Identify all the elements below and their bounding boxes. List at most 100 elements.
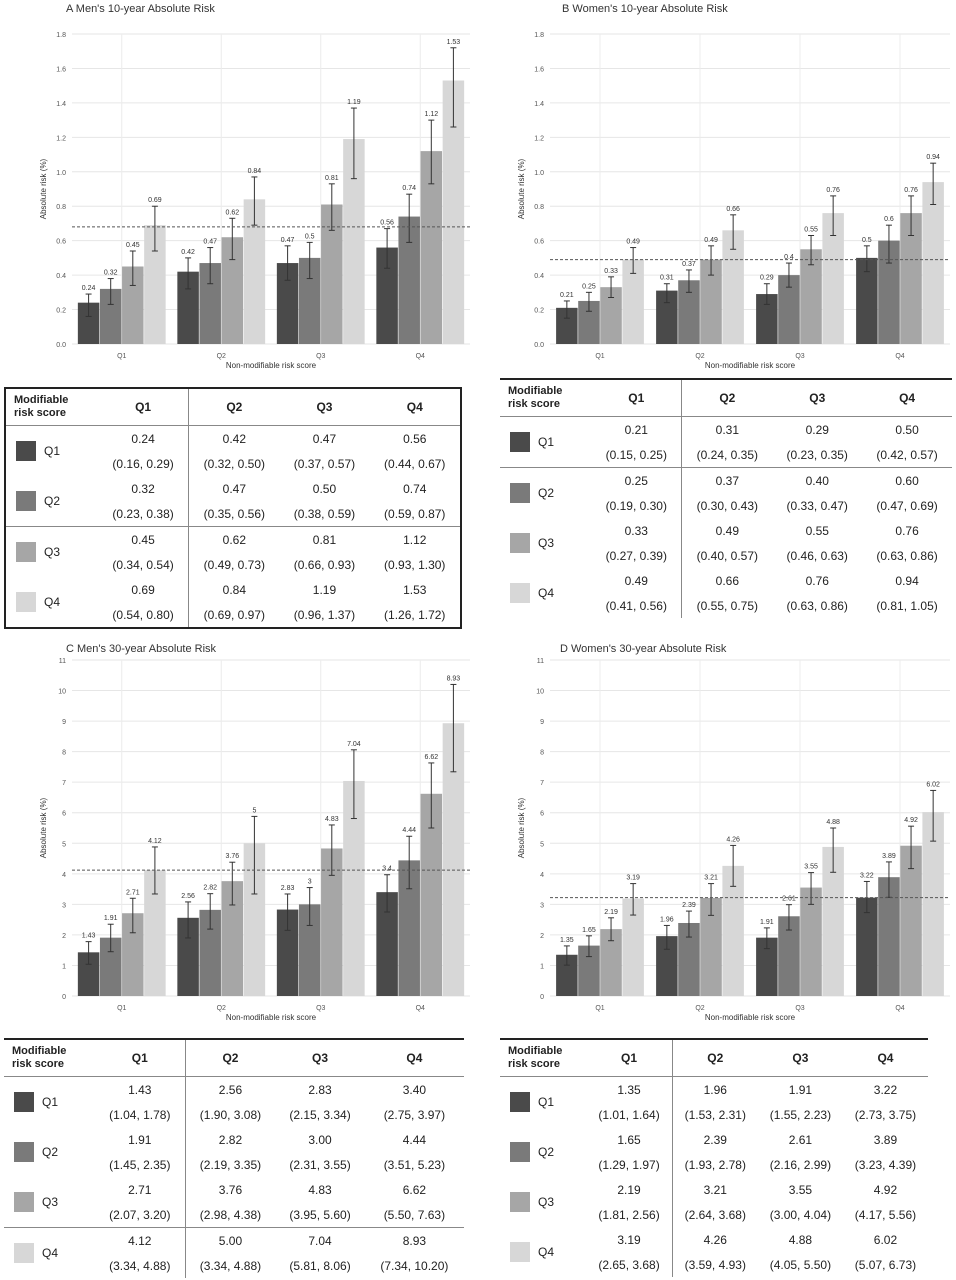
table-cell-ci: (0.63, 0.86) [786, 598, 848, 613]
table-cell-estimate: 3.22 [873, 1082, 898, 1097]
x-tick-label: Q2 [695, 1005, 704, 1012]
y-tick-label: 0.8 [56, 204, 66, 211]
data-label: 2.71 [126, 889, 140, 896]
table-column-header: Q1 [628, 391, 645, 405]
bar [556, 954, 578, 996]
data-label: 0.21 [560, 292, 574, 299]
data-label: 2.83 [281, 885, 295, 892]
table-cell-ci: (5.50, 7.63) [383, 1207, 446, 1222]
y-axis-title: Absolute risk (%) [517, 158, 526, 219]
y-tick-label: 1.6 [56, 66, 66, 73]
table-cell-ci: (0.24, 0.35) [681, 442, 773, 468]
y-tick-label: 0.4 [56, 273, 66, 280]
legend-label: Q1 [44, 444, 61, 458]
bar [922, 182, 944, 344]
bar [442, 80, 465, 344]
table-column-header: Q4 [877, 1051, 894, 1065]
table-cell-ci: (4.05, 5.50) [769, 1257, 832, 1272]
table-cell-ci: (0.27, 0.39) [605, 548, 667, 563]
table-cell-ci: (1.53, 2.31) [671, 1102, 758, 1127]
bar [900, 845, 922, 996]
bar [321, 204, 343, 344]
legend-swatch [510, 1142, 530, 1162]
table-cell-estimate: 0.37 [681, 467, 773, 493]
table-cell-ci: (0.35, 0.56) [188, 501, 280, 527]
x-tick-label: Q3 [316, 353, 325, 360]
table-cell-estimate: 7.04 [275, 1227, 365, 1253]
data-label: 2.56 [181, 893, 195, 900]
x-tick-label: Q1 [595, 353, 604, 360]
table-cell-estimate: 1.65 [617, 1132, 641, 1147]
table-row-label: Q1 [5, 426, 98, 477]
chart-a: 0.0 0.2 0.4 0.6 0.8 1.0 1.2 1.4 1.6 1.8 Q1 Q2 Q3 Q4 0.… [39, 32, 470, 370]
data-label: 0.62 [225, 209, 239, 216]
table-row-label: Q1 [500, 1077, 586, 1128]
table-cell-estimate: 1.91 [128, 1132, 152, 1147]
bar [122, 266, 144, 344]
table-cell-estimate: 3.76 [184, 1177, 276, 1202]
table-column-header: Q3 [316, 400, 333, 414]
data-label: 8.93 [447, 675, 461, 682]
table-row-label: Q3 [4, 1177, 95, 1228]
table-cell-ci: (5.81, 8.06) [289, 1258, 351, 1273]
y-tick-label: 2 [62, 933, 66, 940]
table-row-label: Q1 [500, 417, 591, 468]
table-column-header: Q2 [681, 379, 773, 417]
y-tick-label: 9 [540, 719, 544, 726]
legend-swatch [510, 432, 530, 452]
data-label: 3.89 [882, 853, 896, 860]
data-label: 0.76 [826, 187, 840, 194]
table-cell-estimate: 6.02 [873, 1232, 898, 1247]
y-tick-label: 9 [62, 719, 66, 726]
bar [678, 922, 700, 996]
bar [878, 877, 900, 996]
table-cell-ci: (0.44, 0.67) [384, 456, 446, 471]
data-label: 0.84 [248, 168, 262, 175]
data-label: 0.47 [203, 239, 217, 246]
table-cell-ci: (0.46, 0.63) [786, 548, 848, 563]
table-cell-ci: (0.34, 0.54) [112, 557, 174, 572]
bar [822, 213, 844, 344]
data-label: 1.53 [447, 39, 461, 46]
table-cell-ci: (1.81, 2.56) [598, 1207, 660, 1222]
table-cell-estimate: 0.50 [312, 481, 337, 496]
table-cell-estimate: 0.24 [131, 431, 155, 446]
y-tick-label: 10 [58, 689, 66, 696]
bar [199, 263, 221, 344]
table-cell-ci: (0.37, 0.57) [293, 456, 356, 471]
table-row-label: Q2 [5, 476, 98, 527]
chart-c: 0 1 2 3 4 5 6 7 8 9 10 11 Q1 Q2 Q3 Q4 1.43 1.91 2.71 4.12 2.… [39, 658, 470, 1022]
table-cell-ci: (2.65, 3.68) [598, 1257, 660, 1272]
legend-label: Q1 [538, 1095, 555, 1109]
y-tick-label: 1.8 [56, 32, 66, 39]
bar [376, 247, 398, 344]
y-tick-label: 8 [62, 750, 66, 757]
data-label: 0.31 [660, 275, 674, 282]
table-cell-estimate: 0.47 [312, 431, 337, 446]
bar [343, 139, 365, 344]
table-cell-estimate: 1.91 [788, 1082, 813, 1097]
table-cell-ci: (0.66, 0.93) [293, 557, 356, 572]
table-column-header: Q4 [899, 391, 916, 405]
bar [800, 249, 822, 344]
data-label: 1.96 [660, 916, 674, 923]
data-label: 0.76 [904, 187, 918, 194]
table-cell-estimate: 0.60 [862, 467, 952, 493]
table-corner-header: Modifiable risk score [508, 1045, 563, 1070]
bar [376, 892, 398, 996]
y-tick-label: 10 [536, 689, 544, 696]
data-label: 0.94 [926, 154, 940, 161]
legend-label: Q3 [538, 1195, 555, 1209]
bar [321, 848, 343, 996]
y-axis-title: Absolute risk (%) [39, 158, 48, 219]
table-row-label: Q3 [5, 526, 98, 577]
table-cell-ci: (0.47, 0.69) [876, 498, 938, 513]
bar [700, 897, 722, 996]
legend-label: Q1 [42, 1095, 59, 1109]
table-cell-ci: (2.19, 3.35) [184, 1152, 276, 1177]
table-column-header: Q3 [312, 1051, 329, 1065]
legend-label: Q3 [42, 1195, 59, 1209]
table-cell-ci: (2.64, 3.68) [671, 1202, 758, 1227]
bar [276, 263, 299, 344]
x-tick-label: Q4 [895, 353, 904, 360]
